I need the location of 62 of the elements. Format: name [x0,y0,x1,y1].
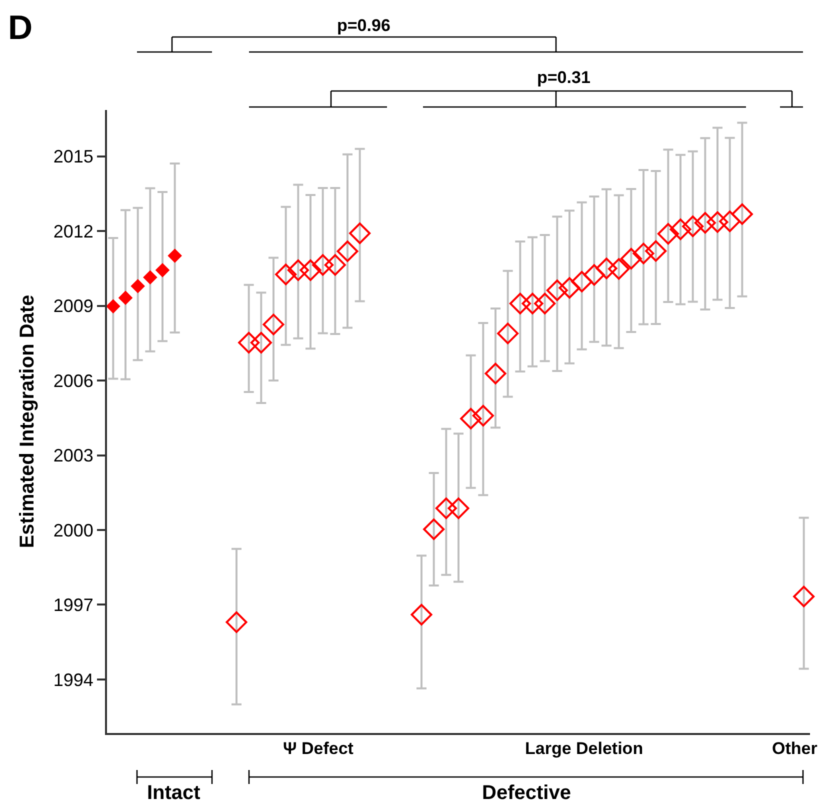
point [472,404,494,426]
point [118,290,133,305]
point [155,263,170,278]
text: p=0.31 [537,68,590,87]
point [324,254,346,276]
y-tick-label: 2015 [53,146,94,167]
point [522,292,544,314]
point [731,203,753,225]
point [583,264,605,286]
point [275,264,297,286]
point [410,604,432,626]
point [349,222,371,244]
point [719,210,741,232]
point [596,258,618,280]
y-axis-title: Estimated Integration Date [16,294,38,548]
point [793,586,815,608]
text: Ψ Defect [283,739,354,758]
y-tick-label: 1997 [53,595,94,616]
point [287,259,309,281]
point [670,218,692,240]
point [106,299,120,314]
point [534,292,556,314]
point [226,611,248,633]
point [632,242,654,264]
y-tick-label: 2009 [53,296,94,316]
y-tick-label: 2012 [53,221,94,242]
point [657,223,679,245]
point [262,314,284,336]
point [558,277,580,299]
point [460,408,482,430]
point [682,216,704,238]
point [130,278,145,294]
point [706,211,728,233]
text: D [8,9,33,47]
text: Other [772,739,818,758]
y-tick-label: 2000 [53,520,94,540]
y-tick-label: 2003 [53,446,94,466]
text: Defective [482,782,571,804]
y-tick-label: 2006 [53,370,94,391]
point [546,280,568,302]
text: p=0.96 [337,16,390,35]
point [168,248,182,263]
point [250,332,272,354]
point [484,362,506,384]
text: Large Deletion [525,739,644,758]
point [312,254,334,276]
point [336,240,358,262]
point [620,248,642,270]
point [238,332,260,354]
point [435,498,457,520]
point [497,322,519,344]
text: Intact [147,782,201,804]
point [143,270,158,285]
point [571,270,593,292]
point [694,212,716,234]
point [645,240,667,262]
y-tick-label: 1994 [53,670,94,690]
point [509,292,531,314]
point [300,259,322,281]
point [423,518,445,540]
point [448,498,470,520]
point [608,258,630,280]
